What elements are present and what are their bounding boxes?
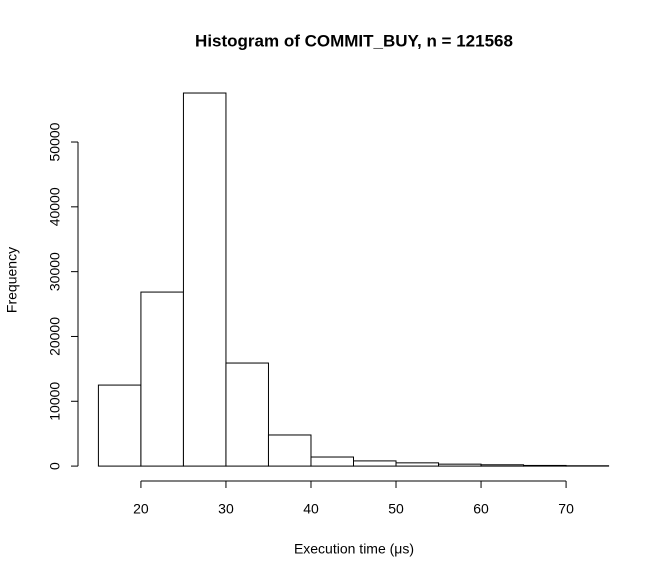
x-tick-label: 60: [473, 501, 489, 517]
bar: [438, 463, 482, 467]
bar: [310, 456, 354, 467]
bar: [480, 464, 525, 467]
bar: [523, 464, 567, 467]
bar: [225, 362, 269, 467]
x-tick-label: 40: [303, 501, 319, 517]
x-tick-label: 20: [133, 501, 149, 517]
y-tick-label: 40000: [47, 187, 63, 226]
x-axis-label: Execution time (μs): [294, 541, 414, 557]
x-tick-label: 70: [558, 501, 574, 517]
y-tick-label: 0: [47, 462, 63, 470]
chart-title: Histogram of COMMIT_BUY, n = 121568: [195, 31, 513, 50]
bar: [97, 384, 142, 467]
y-tick-label: 10000: [47, 382, 63, 421]
x-tick-label: 30: [218, 501, 234, 517]
y-tick-label: 50000: [47, 122, 63, 161]
bar: [267, 434, 312, 467]
bar: [140, 291, 184, 467]
y-tick-label: 20000: [47, 317, 63, 356]
x-tick-label: 50: [388, 501, 404, 517]
bar: [182, 92, 227, 467]
y-axis-label: Frequency: [4, 247, 20, 313]
bar: [353, 460, 397, 467]
bar: [395, 462, 440, 467]
y-tick-label: 30000: [47, 252, 63, 291]
